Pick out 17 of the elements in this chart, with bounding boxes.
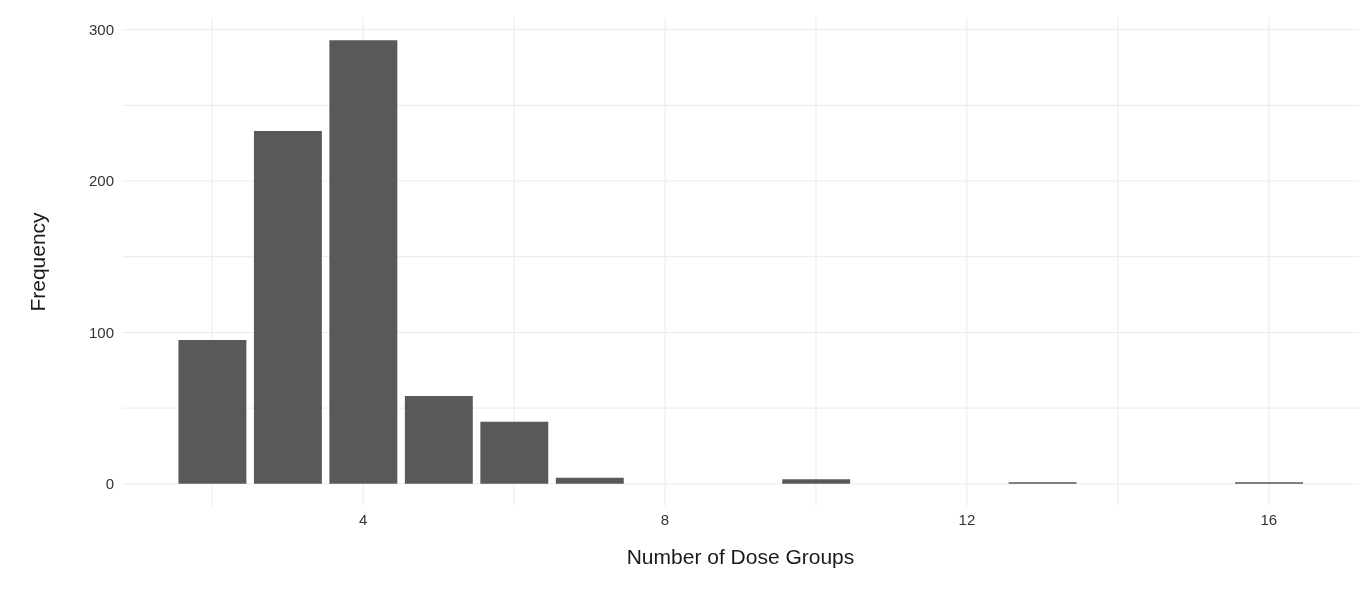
bar	[782, 479, 851, 484]
y-tick-label: 0	[105, 475, 114, 493]
x-tick-label: 16	[1260, 510, 1278, 528]
bar	[178, 339, 247, 484]
bar	[555, 477, 624, 484]
y-tick-label: 200	[88, 172, 114, 190]
x-tick-label: 12	[958, 510, 976, 528]
y-tick-label: 300	[88, 20, 114, 38]
x-axis-title: Number of Dose Groups	[626, 545, 855, 568]
bar	[329, 40, 398, 484]
bar	[480, 421, 549, 484]
y-axis-title: Frequency	[26, 211, 50, 312]
x-tick-label: 4	[358, 510, 368, 528]
bar	[404, 396, 473, 484]
y-tick-label: 100	[88, 323, 114, 341]
bar	[253, 131, 322, 484]
x-tick-label: 8	[660, 510, 670, 528]
